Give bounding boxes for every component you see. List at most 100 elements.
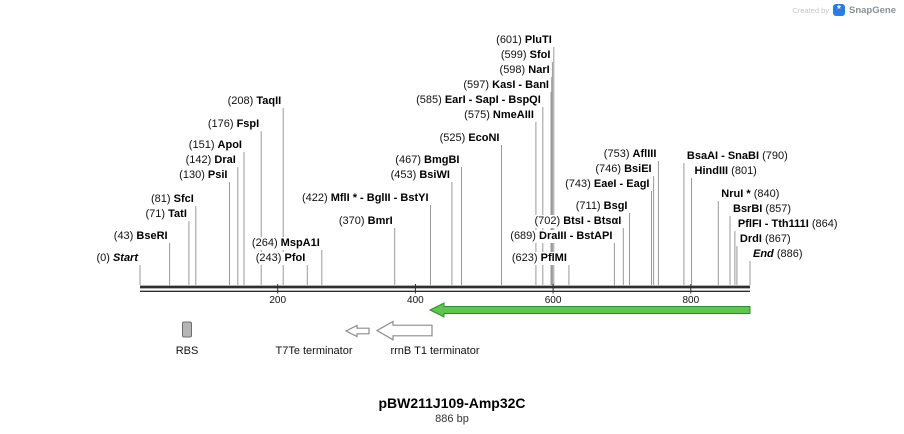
site-position-text: (130) (179, 169, 208, 181)
site-position-text: (208) (227, 95, 257, 107)
restriction-site-label[interactable]: (585) EarI - SapI - BspQI (416, 94, 541, 107)
restriction-site-label[interactable]: (711) BsgI (575, 200, 628, 213)
enzyme-name-text: FspI (236, 118, 260, 130)
restriction-site-label[interactable]: (142) DraI (185, 154, 236, 167)
site-position-text: (864) (808, 218, 838, 230)
enzyme-name-text: MspA1I (280, 237, 320, 249)
enzyme-name-text: End (753, 248, 774, 260)
restriction-site-label[interactable]: (601) PluTI (496, 34, 552, 47)
enzyme-name-text: PsiI (207, 169, 228, 181)
site-position-text: (599) (500, 49, 530, 61)
site-position-text: (598) (499, 64, 529, 76)
enzyme-name-text: BmgBI (424, 154, 460, 166)
axis-tick-label: 600 (544, 295, 562, 306)
restriction-site-label[interactable]: (598) NarI (499, 64, 550, 77)
enzyme-name-text: PflFI - Tth111I (737, 218, 809, 230)
site-position-text: (422) (301, 192, 331, 204)
restriction-site-label[interactable]: (702) BtsI - BtsαI (534, 215, 622, 228)
restriction-site-label[interactable]: (743) EaeI - EagI (565, 178, 650, 191)
restriction-site-label[interactable]: (151) ApoI (188, 139, 242, 152)
restriction-site-label[interactable]: (597) KasI - BanI (463, 79, 549, 92)
site-position-text: (857) (762, 203, 792, 215)
enzyme-name-text: BsiEI (624, 163, 652, 175)
restriction-site-label[interactable]: (746) BsiEI (595, 163, 652, 176)
rbs-glyph[interactable] (182, 321, 192, 338)
restriction-site-label[interactable]: BsaAI - SnaBI (790) (686, 150, 788, 163)
restriction-site-label[interactable]: (43) BseRI (113, 230, 168, 243)
site-position-text: (753) (603, 148, 633, 160)
restriction-site-label[interactable]: NruI * (840) (721, 188, 780, 201)
axis-tick-label: 200 (269, 295, 287, 306)
restriction-site-label[interactable]: (753) AflIII (603, 148, 657, 161)
restriction-site-label[interactable]: (599) SfoI (500, 49, 551, 62)
restriction-site-label[interactable]: (689) DraIII - BstAPI (510, 230, 613, 243)
enzyme-name-text: ApoI (217, 139, 242, 151)
restriction-site-label[interactable]: (243) PfoI (255, 252, 306, 265)
enzyme-name-text: KasI - BanI (492, 79, 549, 91)
enzyme-name-text: DraIII - BstAPI (539, 230, 613, 242)
enzyme-name-text: BsaAI - SnaBI (686, 150, 760, 162)
t7te-terminator-label[interactable]: T7Te terminator (275, 345, 353, 357)
restriction-site-label[interactable]: (81) SfcI (150, 193, 194, 206)
gene-arrow[interactable] (428, 302, 751, 318)
site-position-text: (81) (150, 193, 174, 205)
restriction-site-label[interactable]: (623) PflMI (511, 252, 567, 265)
restriction-site-label[interactable]: HindIII (801) (694, 165, 757, 178)
restriction-site-label[interactable]: (208) TaqII (227, 95, 282, 108)
restriction-site-label[interactable]: (453) BsiWI (390, 169, 450, 182)
restriction-site-label[interactable]: (467) BmgBI (395, 154, 460, 167)
site-position-text: (601) (496, 34, 525, 46)
enzyme-name-text: TaqII (256, 95, 282, 107)
enzyme-name-text: Start (112, 252, 138, 264)
enzyme-name-text: MflI * - BglII - BstYI (330, 192, 429, 204)
site-position-text: (840) (750, 188, 780, 200)
restriction-site-label[interactable]: (422) MflI * - BglII - BstYI (301, 192, 429, 205)
site-position-text: (176) (207, 118, 237, 130)
site-position-text: (151) (188, 139, 218, 151)
site-position-text: (597) (463, 79, 493, 91)
enzyme-name-text: BseRI (136, 230, 168, 242)
enzyme-name-text: TatI (168, 208, 187, 220)
enzyme-name-text: NmeAIII (492, 109, 534, 121)
site-position-text: (0) (96, 252, 113, 264)
enzyme-name-text: AflIII (632, 148, 657, 160)
enzyme-name-text: DrdI (739, 233, 762, 245)
site-position-text: (142) (185, 154, 215, 166)
enzyme-name-text: BsiWI (419, 169, 450, 181)
site-position-text: (243) (255, 252, 285, 264)
restriction-site-label[interactable]: DrdI (867) (739, 233, 791, 246)
rbs-label[interactable]: RBS (175, 345, 199, 357)
enzyme-name-text: BsgI (603, 200, 628, 212)
enzyme-name-text: PluTI (524, 34, 552, 46)
restriction-site-label[interactable]: (575) NmeAIII (464, 109, 534, 122)
enzyme-name-text: SfoI (529, 49, 551, 61)
enzyme-name-text: EcoNI (468, 132, 500, 144)
restriction-site-label[interactable]: (176) FspI (207, 118, 260, 131)
restriction-site-label[interactable]: PflFI - Tth111I (864) (737, 218, 838, 231)
restriction-site-label[interactable]: (71) TatI (145, 208, 187, 221)
restriction-site-label[interactable]: (264) MspA1I (251, 237, 320, 250)
restriction-site-label[interactable]: (370) BmrI (338, 215, 393, 228)
enzyme-name-text: DraI (214, 154, 236, 166)
restriction-site-label[interactable]: (130) PsiI (179, 169, 228, 182)
restriction-site-label[interactable]: (525) EcoNI (439, 132, 500, 145)
plasmid-length: 886 bp (435, 413, 469, 425)
site-position-text: (467) (395, 154, 425, 166)
restriction-site-label[interactable]: End (886) (753, 248, 803, 261)
site-position-text: (43) (113, 230, 137, 242)
site-position-text: (801) (728, 165, 757, 177)
enzyme-name-text: PflMI (540, 252, 567, 264)
enzyme-name-text: BsrBI (733, 203, 763, 215)
site-position-text: (886) (773, 248, 803, 260)
rrnb-t1-terminator-label[interactable]: rrnB T1 terminator (390, 345, 480, 357)
restriction-site-label[interactable]: BsrBI (857) (733, 203, 792, 216)
enzyme-name-text: HindIII (694, 165, 729, 177)
enzyme-name-text: BmrI (367, 215, 393, 227)
restriction-site-label[interactable]: (0) Start (96, 252, 138, 265)
t7te-terminator-arrow[interactable] (344, 324, 370, 338)
site-position-text: (453) (390, 169, 420, 181)
rrnb-t1-terminator-arrow[interactable] (375, 320, 433, 341)
site-position-text: (575) (464, 109, 493, 121)
plasmid-title: pBW211J109-Amp32C (378, 395, 526, 411)
